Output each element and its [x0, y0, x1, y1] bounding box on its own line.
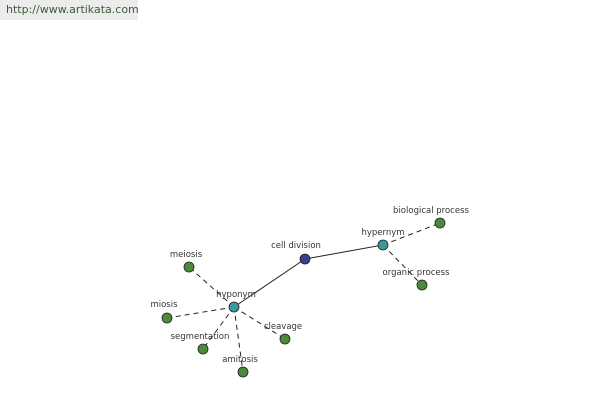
- dashed-edge: [202, 306, 235, 350]
- node[interactable]: [183, 261, 195, 273]
- node-label[interactable]: amitosis: [222, 355, 258, 365]
- dashed-edge: [166, 306, 235, 319]
- node[interactable]: [299, 253, 311, 265]
- node-label[interactable]: hypernym: [361, 228, 404, 238]
- node[interactable]: [161, 312, 173, 324]
- node-label[interactable]: biological process: [393, 206, 469, 216]
- node[interactable]: [416, 279, 428, 291]
- node-label[interactable]: cleavage: [264, 322, 302, 332]
- node-label[interactable]: hyponym: [216, 290, 256, 300]
- node-label[interactable]: segmentation: [171, 332, 230, 342]
- node[interactable]: [237, 366, 249, 378]
- node-label[interactable]: meiosis: [170, 250, 203, 260]
- node[interactable]: [197, 343, 209, 355]
- node[interactable]: [228, 301, 240, 313]
- edge: [233, 258, 306, 308]
- node[interactable]: [434, 217, 446, 229]
- dashed-edge: [382, 222, 441, 246]
- node[interactable]: [279, 333, 291, 345]
- dashed-edge: [233, 306, 244, 373]
- dashed-edge: [382, 244, 423, 286]
- node[interactable]: [377, 239, 389, 251]
- edge: [304, 244, 384, 260]
- node-label[interactable]: miosis: [150, 300, 178, 310]
- dashed-edge: [233, 306, 286, 340]
- node-label[interactable]: cell division: [271, 241, 321, 251]
- dashed-edge: [188, 266, 235, 308]
- node-label[interactable]: organic process: [383, 268, 451, 278]
- site-url[interactable]: http://www.artikata.com: [0, 0, 139, 20]
